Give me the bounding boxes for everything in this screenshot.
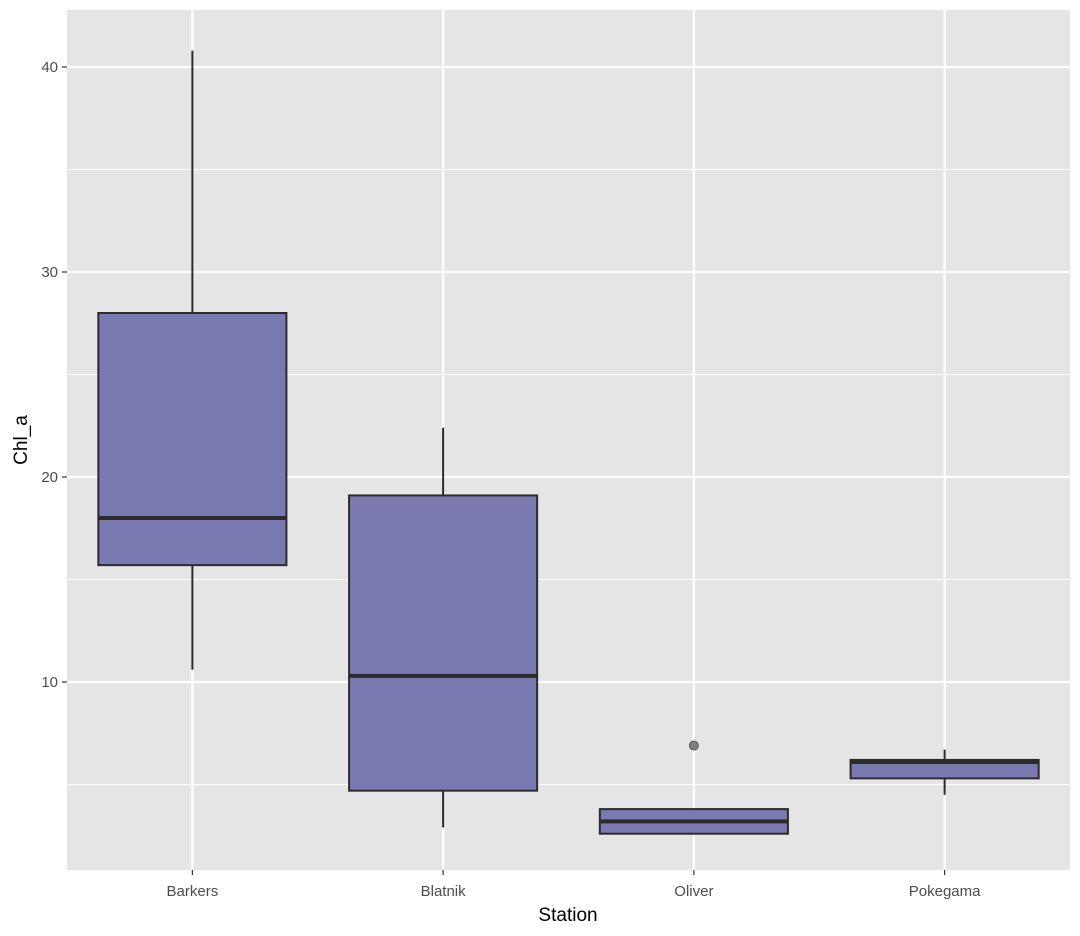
box-iqr xyxy=(97,311,288,567)
box-iqr xyxy=(348,494,539,792)
x-tick-label: Barkers xyxy=(167,883,219,900)
x-axis-title: Station xyxy=(538,905,597,926)
box-pokegama xyxy=(849,749,1040,795)
y-tick-label: 20 xyxy=(41,469,58,486)
box-barkers xyxy=(97,50,288,670)
box-oliver xyxy=(598,740,789,835)
box-iqr xyxy=(849,758,1040,780)
box-blatnik xyxy=(348,427,539,828)
y-tick-label: 30 xyxy=(41,264,58,281)
outlier-point xyxy=(688,740,699,751)
x-tick-label: Pokegama xyxy=(909,883,981,900)
x-tick-label: Blatnik xyxy=(421,883,467,900)
x-tick-label: Oliver xyxy=(674,883,713,900)
y-tick-label: 10 xyxy=(41,674,58,691)
y-axis-title: Chl_a xyxy=(11,415,32,465)
y-tick-label: 40 xyxy=(41,59,58,76)
